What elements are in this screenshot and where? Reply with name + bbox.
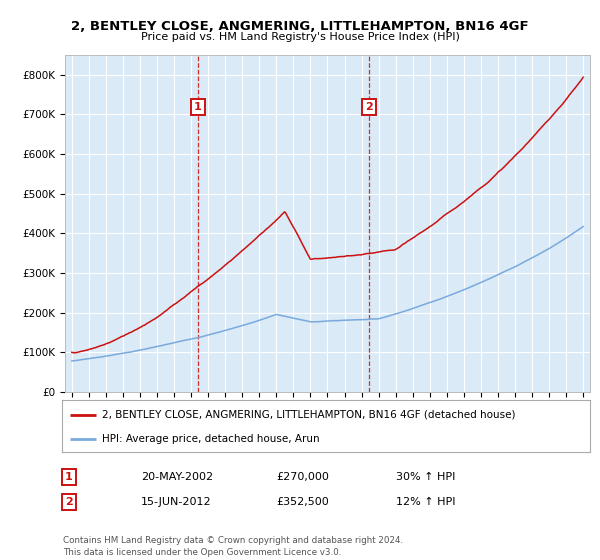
Text: £270,000: £270,000 (276, 472, 329, 482)
Text: Price paid vs. HM Land Registry's House Price Index (HPI): Price paid vs. HM Land Registry's House … (140, 32, 460, 42)
Text: 30% ↑ HPI: 30% ↑ HPI (396, 472, 455, 482)
Text: 15-JUN-2012: 15-JUN-2012 (141, 497, 212, 507)
Text: 1: 1 (194, 102, 202, 112)
Text: 20-MAY-2002: 20-MAY-2002 (141, 472, 213, 482)
Text: 2: 2 (365, 102, 373, 112)
Text: 12% ↑ HPI: 12% ↑ HPI (396, 497, 455, 507)
Text: 2, BENTLEY CLOSE, ANGMERING, LITTLEHAMPTON, BN16 4GF (detached house): 2, BENTLEY CLOSE, ANGMERING, LITTLEHAMPT… (101, 409, 515, 419)
Text: £352,500: £352,500 (276, 497, 329, 507)
Text: Contains HM Land Registry data © Crown copyright and database right 2024.
This d: Contains HM Land Registry data © Crown c… (63, 536, 403, 557)
Text: 2, BENTLEY CLOSE, ANGMERING, LITTLEHAMPTON, BN16 4GF: 2, BENTLEY CLOSE, ANGMERING, LITTLEHAMPT… (71, 20, 529, 33)
Text: 1: 1 (65, 472, 73, 482)
Text: HPI: Average price, detached house, Arun: HPI: Average price, detached house, Arun (101, 434, 319, 444)
Text: 2: 2 (65, 497, 73, 507)
